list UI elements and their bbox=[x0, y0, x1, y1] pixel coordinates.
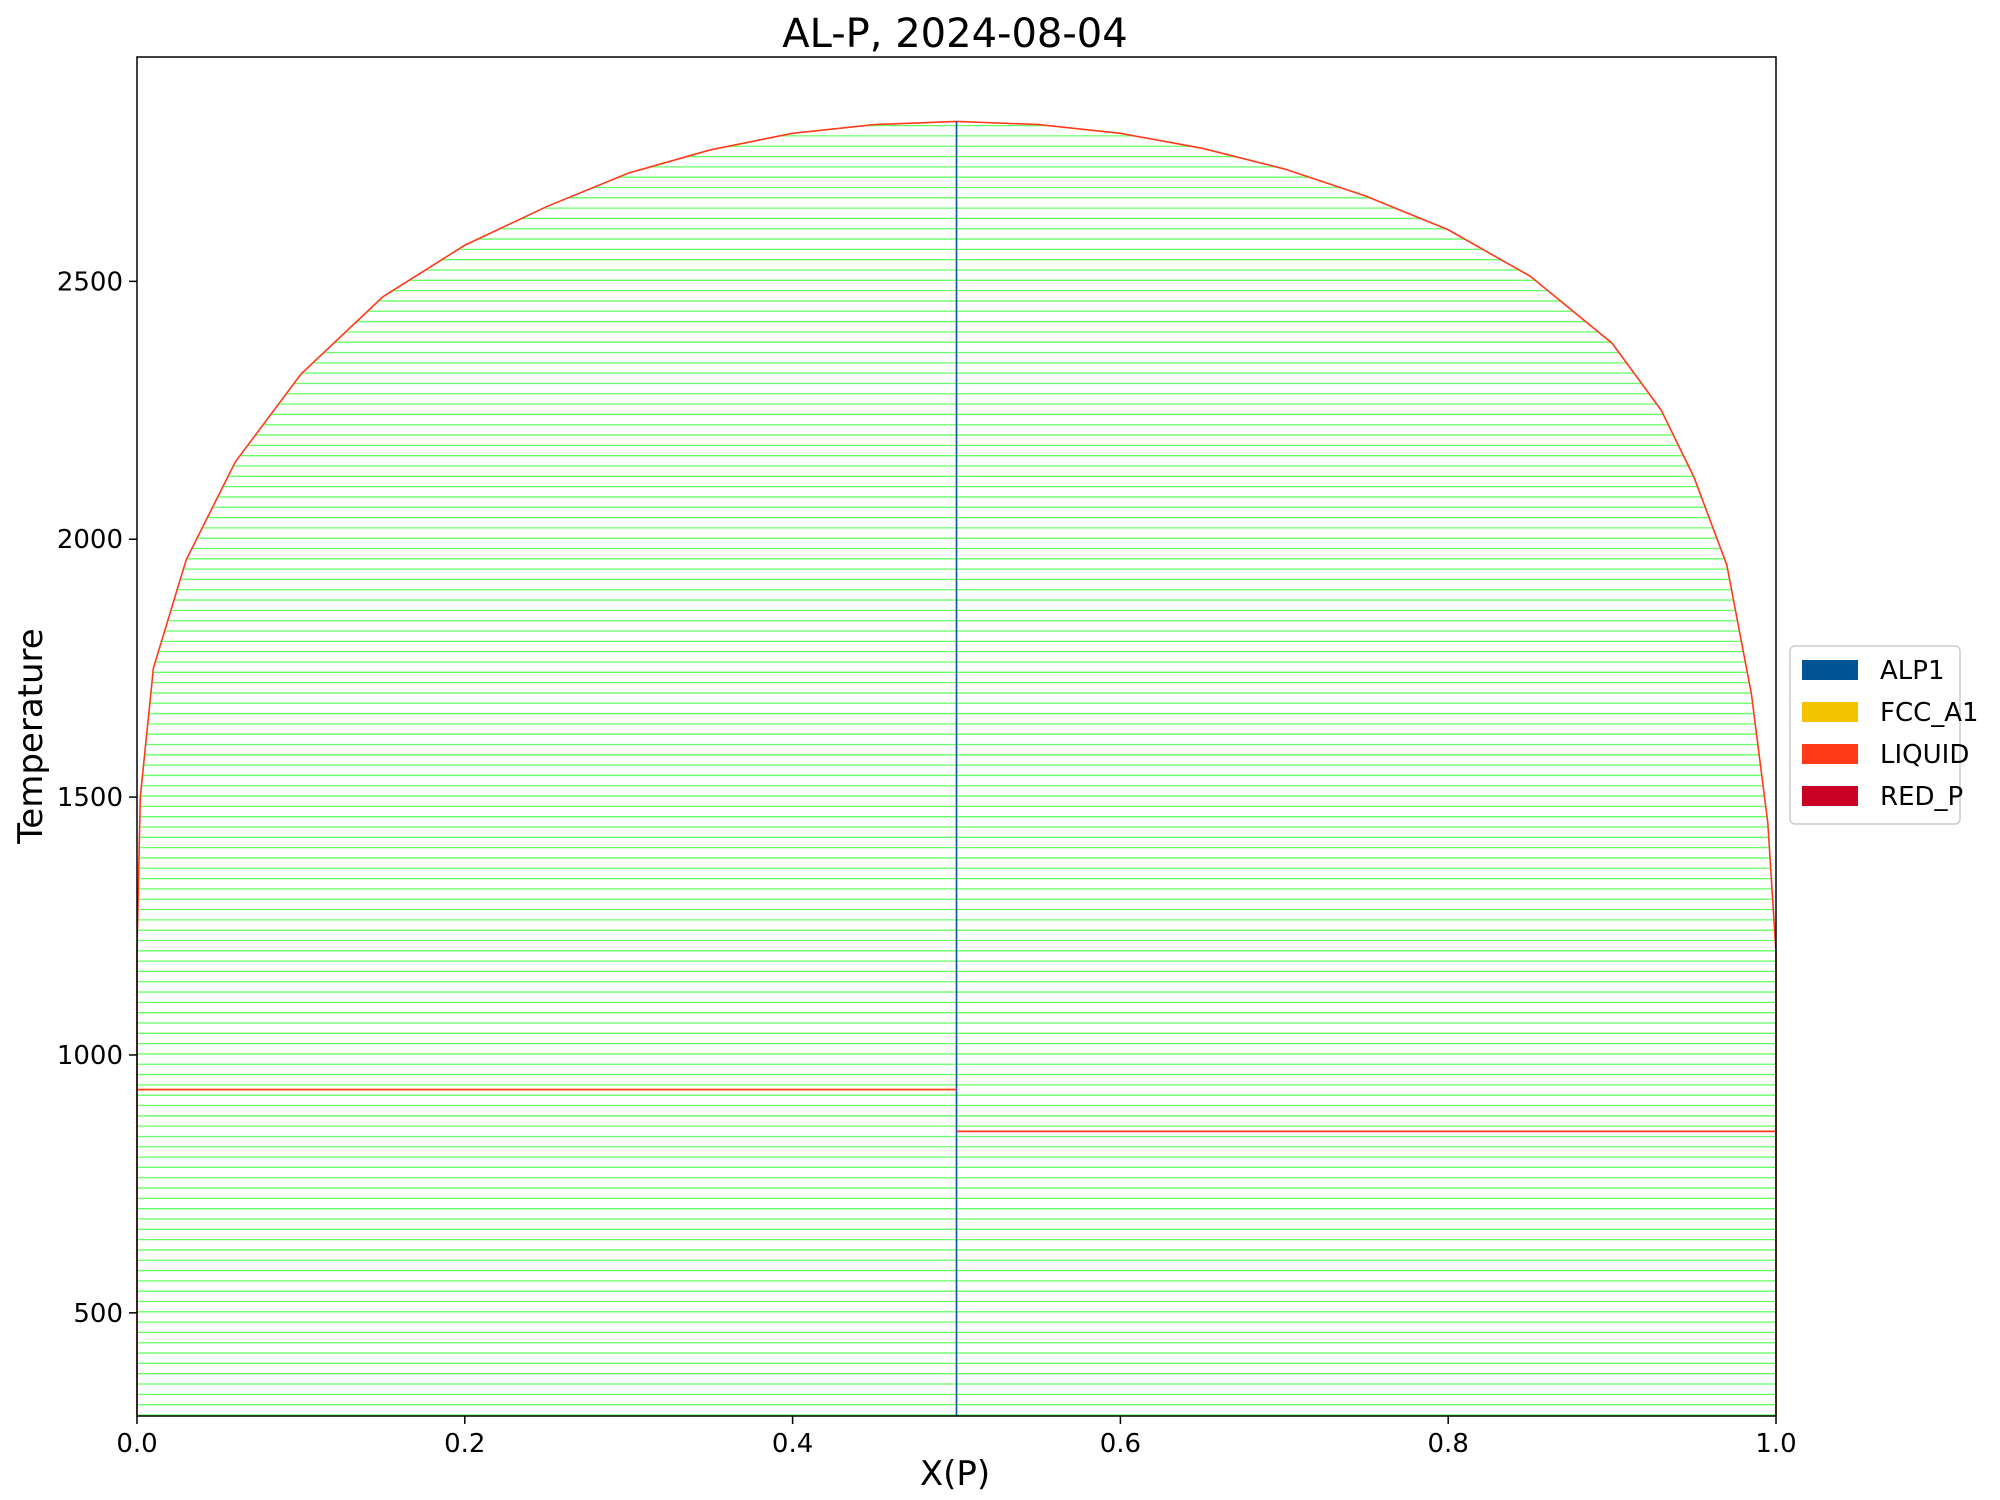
plot-frame bbox=[136, 56, 1777, 1417]
x-tick-label: 0.8 bbox=[1428, 1429, 1469, 1459]
legend-swatch-fcc-a1 bbox=[1802, 702, 1858, 722]
legend-label-alp1: ALP1 bbox=[1880, 656, 1945, 686]
x-tick-label: 0.2 bbox=[444, 1429, 485, 1459]
legend-swatch-alp1 bbox=[1802, 660, 1858, 680]
legend-swatch-red-p bbox=[1802, 786, 1858, 806]
y-tick-label: 1000 bbox=[57, 1041, 123, 1071]
plot-area bbox=[136, 56, 1777, 1417]
legend-label-liquid: LIQUID bbox=[1880, 740, 1969, 770]
legend-label-red-p: RED_P bbox=[1880, 782, 1963, 812]
y-tick-label: 1500 bbox=[57, 783, 123, 813]
x-tick-label: 0.0 bbox=[116, 1429, 157, 1459]
legend-swatch-liquid bbox=[1802, 744, 1858, 764]
legend: ALP1 FCC_A1 LIQUID RED_P bbox=[1789, 645, 1979, 825]
y-tick-label: 500 bbox=[73, 1299, 123, 1329]
series-line-liquid-liquidus-left bbox=[136, 120, 957, 952]
y-tick-label: 2000 bbox=[57, 525, 123, 555]
legend-label-fcc-a1: FCC_A1 bbox=[1880, 698, 1979, 728]
chart-title: AL-P, 2024-08-04 bbox=[782, 11, 1127, 57]
x-tick-label: 1.0 bbox=[1755, 1429, 1796, 1459]
y-axis: 500 1000 1500 2000 2500 bbox=[57, 267, 137, 1329]
x-tick-label: 0.4 bbox=[772, 1429, 813, 1459]
y-axis-label: Temperature bbox=[11, 628, 51, 844]
series-line-liquid-liquidus-right bbox=[956, 120, 1777, 952]
x-axis: 0.0 0.2 0.4 0.6 0.8 1.0 bbox=[116, 1416, 1797, 1459]
y-tick-label: 2500 bbox=[57, 267, 123, 297]
x-tick-label: 0.6 bbox=[1100, 1429, 1141, 1459]
x-axis-label: X(P) bbox=[920, 1454, 990, 1494]
legend-frame bbox=[1789, 645, 1961, 825]
